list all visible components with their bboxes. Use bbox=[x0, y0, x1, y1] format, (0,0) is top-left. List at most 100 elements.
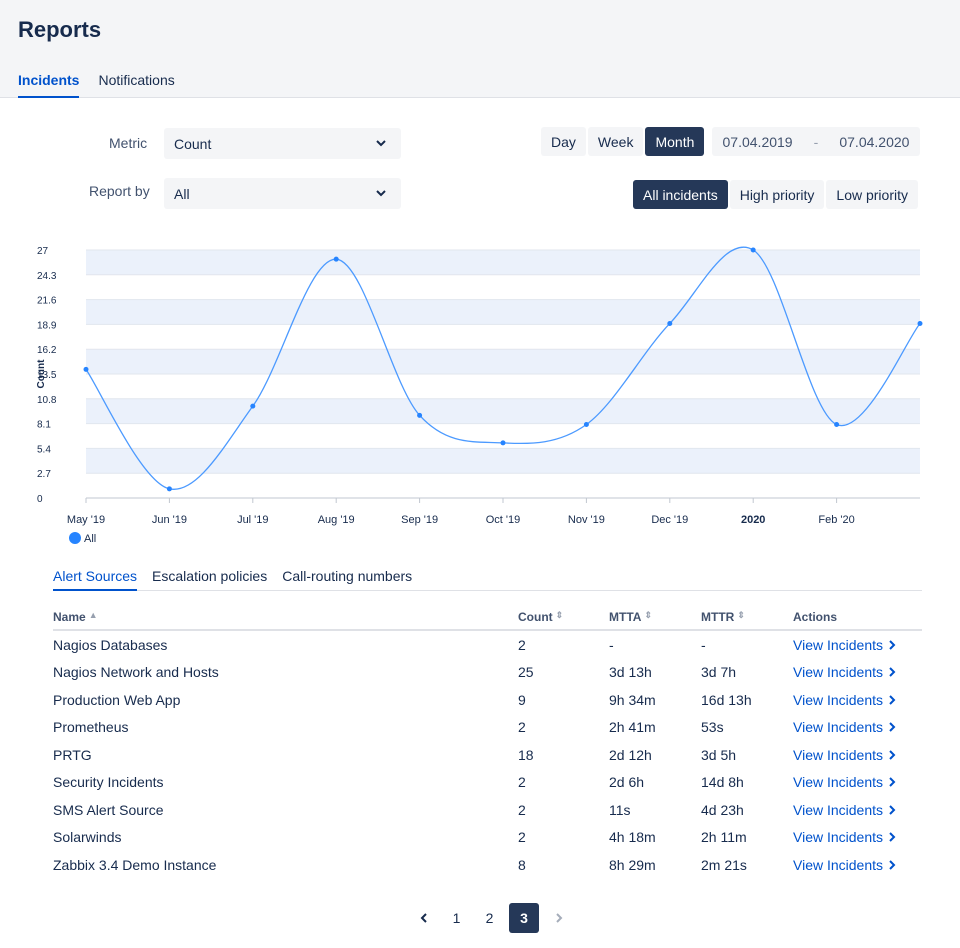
breakdown-tabs: Alert Sources Escalation policies Call-r… bbox=[53, 568, 922, 591]
chevron-right-icon bbox=[889, 667, 896, 677]
y-tick-label: 16.2 bbox=[37, 345, 57, 356]
table-body: Nagios Databases 2- - View Incidents Nagios … bbox=[53, 631, 922, 879]
chevron-right-icon bbox=[889, 722, 896, 732]
tab-incidents[interactable]: Incidents bbox=[18, 72, 80, 98]
cell-mtta: 3d 13h bbox=[609, 664, 652, 681]
report-by-label: Report by bbox=[89, 183, 150, 199]
page-2-button[interactable]: 2 bbox=[485, 910, 494, 926]
chevron-right-icon bbox=[889, 777, 896, 787]
cell-count: 2 bbox=[518, 636, 526, 653]
cell-actions: View Incidents bbox=[793, 802, 922, 818]
cell-count: 2 bbox=[518, 719, 526, 736]
page-1-button[interactable]: 1 bbox=[452, 910, 461, 926]
report-tabs: Incidents Notifications bbox=[18, 72, 175, 98]
cell-count: 18 bbox=[518, 746, 534, 763]
x-tick-label: Sep '19 bbox=[401, 514, 438, 526]
header-name-label: Name bbox=[53, 610, 86, 624]
table-row: Prometheus 2 2h 41m 53s View Incidents bbox=[53, 714, 922, 742]
page-3-button[interactable]: 3 bbox=[509, 903, 539, 933]
chevron-right-icon bbox=[889, 832, 896, 842]
sort-icon: ⇕ bbox=[644, 610, 652, 620]
y-tick-label: 27 bbox=[37, 246, 49, 257]
incidents-chart: 0 2.7 5.4 8.1 10.8 13.5 16.2 18.9 21.6 24.3 27 May … bbox=[0, 235, 960, 558]
high-priority-button[interactable]: High priority bbox=[729, 180, 825, 209]
cell-mtta: - bbox=[609, 636, 614, 653]
y-tick-label: 24.3 bbox=[37, 271, 57, 282]
tab-alert-sources[interactable]: Alert Sources bbox=[53, 568, 138, 591]
incidents-line-chart: 0 2.7 5.4 8.1 10.8 13.5 16.2 18.9 21.6 24.3 27 May … bbox=[36, 246, 923, 545]
y-tick-label: 18.9 bbox=[37, 320, 57, 331]
view-incidents-link[interactable]: View Incidents bbox=[793, 692, 922, 708]
next-page-button[interactable] bbox=[542, 903, 575, 933]
cell-name: Production Web App bbox=[53, 691, 181, 708]
low-priority-button[interactable]: Low priority bbox=[826, 180, 918, 209]
x-tick-label: 2020 bbox=[741, 514, 765, 526]
header-name[interactable]: Name ▲ bbox=[53, 610, 518, 629]
table-row: Production Web App 9 9h 34m 16d 13h View Inc… bbox=[53, 686, 922, 714]
metric-select-value: Count bbox=[174, 135, 212, 152]
chevron-down-icon bbox=[376, 140, 386, 147]
date-separator: - bbox=[813, 133, 819, 150]
grid-band bbox=[86, 398, 920, 424]
chevron-right-icon bbox=[889, 860, 896, 870]
view-incidents-link[interactable]: View Incidents bbox=[793, 829, 922, 845]
period-day-button[interactable]: Day bbox=[541, 127, 586, 156]
table-row: Nagios Network and Hosts 25 3d 13h 3d 7h Vie… bbox=[53, 659, 922, 687]
date-from[interactable]: 07.04.2019 bbox=[722, 133, 793, 150]
tab-escalation-policies[interactable]: Escalation policies bbox=[152, 568, 268, 584]
header-mttr[interactable]: MTTR ⇕ bbox=[701, 610, 793, 629]
view-incidents-link[interactable]: View Incidents bbox=[793, 719, 922, 735]
view-incidents-link[interactable]: View Incidents bbox=[793, 774, 922, 790]
y-tick-label: 2.7 bbox=[37, 469, 51, 480]
data-point bbox=[667, 320, 673, 326]
sort-icon: ⇕ bbox=[737, 610, 745, 620]
metric-select[interactable]: Count bbox=[164, 128, 401, 159]
report-by-select[interactable]: All bbox=[164, 178, 401, 209]
cell-actions: View Incidents bbox=[793, 692, 922, 708]
table-row: Security Incidents 2 2d 6h 14d 8h View Incid… bbox=[53, 769, 922, 797]
table-row: Zabbix 3.4 Demo Instance 8 8h 29m 2m 21s Vie… bbox=[53, 851, 922, 879]
data-point bbox=[333, 256, 339, 262]
data-point bbox=[917, 320, 923, 326]
view-incidents-label: View Incidents bbox=[793, 829, 884, 846]
all-incidents-button[interactable]: All incidents bbox=[633, 180, 728, 209]
legend-label-all: All bbox=[84, 533, 96, 545]
legend-marker-all bbox=[69, 532, 81, 544]
cell-actions: View Incidents bbox=[793, 829, 922, 845]
view-incidents-label: View Incidents bbox=[793, 856, 884, 873]
view-incidents-link[interactable]: View Incidents bbox=[793, 637, 922, 653]
data-point bbox=[250, 403, 256, 409]
date-range-picker[interactable]: 07.04.2019 - 07.04.2020 bbox=[712, 127, 920, 156]
cell-count: 2 bbox=[518, 774, 526, 791]
view-incidents-link[interactable]: View Incidents bbox=[793, 857, 922, 873]
period-toggle: Day Week Month bbox=[541, 127, 706, 156]
page-header: Reports Incidents Notifications bbox=[0, 0, 960, 98]
view-incidents-link[interactable]: View Incidents bbox=[793, 747, 922, 763]
cell-name: Nagios Network and Hosts bbox=[53, 664, 219, 681]
cell-mttr: - bbox=[701, 636, 706, 653]
cell-mttr: 2m 21s bbox=[701, 856, 747, 873]
header-count[interactable]: Count ⇕ bbox=[518, 610, 609, 629]
cell-mtta: 4h 18m bbox=[609, 829, 656, 846]
period-month-button[interactable]: Month bbox=[645, 127, 705, 156]
cell-name: Nagios Databases bbox=[53, 636, 168, 653]
cell-mttr: 16d 13h bbox=[701, 691, 752, 708]
cell-mtta: 2d 6h bbox=[609, 774, 645, 791]
cell-mttr: 53s bbox=[701, 719, 724, 736]
view-incidents-label: View Incidents bbox=[793, 746, 884, 763]
cell-mtta: 9h 34m bbox=[609, 691, 656, 708]
view-incidents-link[interactable]: View Incidents bbox=[793, 664, 922, 680]
view-incidents-link[interactable]: View Incidents bbox=[793, 802, 922, 818]
y-tick-label: 13.5 bbox=[37, 370, 57, 381]
date-to[interactable]: 07.04.2020 bbox=[839, 133, 910, 150]
tab-notifications[interactable]: Notifications bbox=[98, 72, 175, 88]
tab-call-routing-numbers[interactable]: Call-routing numbers bbox=[282, 568, 413, 584]
cell-actions: View Incidents bbox=[793, 719, 922, 735]
priority-toggle: All incidents High priority Low priority bbox=[633, 180, 920, 209]
cell-mtta: 8h 29m bbox=[609, 856, 656, 873]
cell-count: 2 bbox=[518, 801, 526, 818]
header-mtta[interactable]: MTTA ⇕ bbox=[609, 610, 701, 629]
cell-name: PRTG bbox=[53, 746, 92, 763]
prev-page-button[interactable] bbox=[407, 903, 440, 933]
period-week-button[interactable]: Week bbox=[587, 127, 644, 156]
